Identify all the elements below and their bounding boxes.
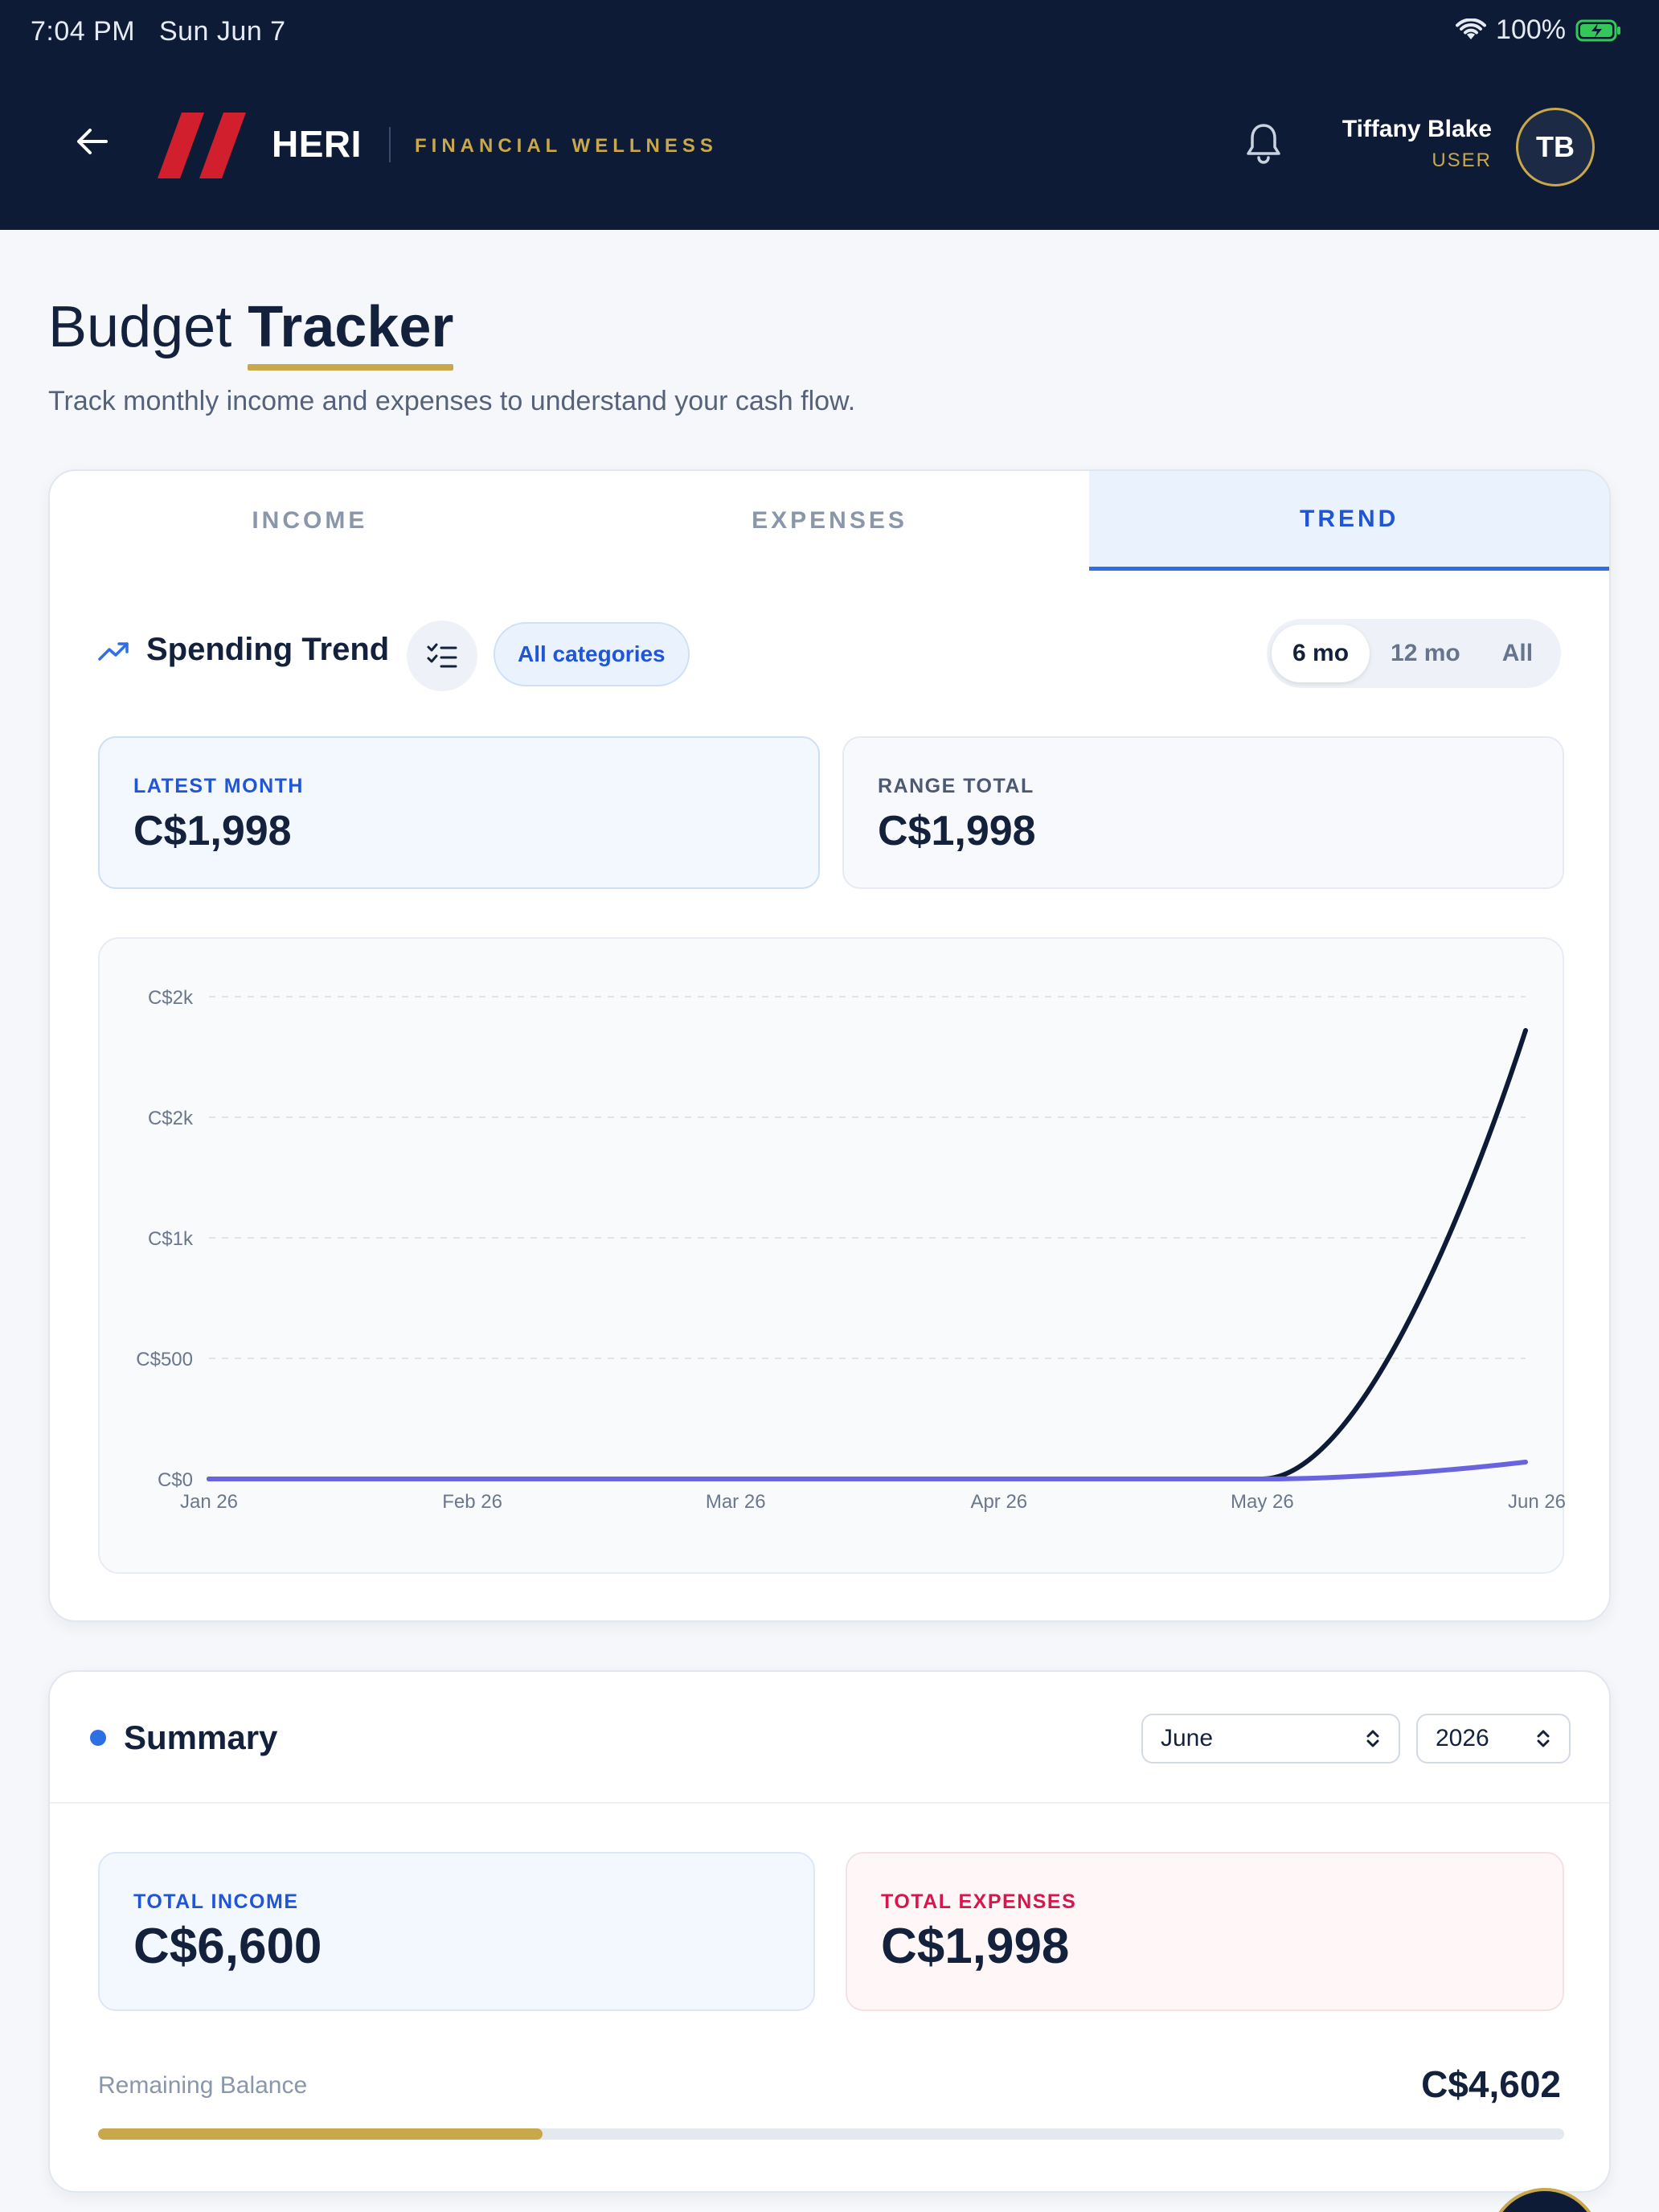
summary-divider xyxy=(50,1802,1609,1804)
status-indicators: 100% xyxy=(1456,14,1622,46)
y-tick-label: C$0 xyxy=(158,1469,193,1491)
page-title-strong: Tracker xyxy=(248,295,454,359)
wifi-icon xyxy=(1456,18,1487,43)
total-expenses-label: TOTAL EXPENSES xyxy=(881,1890,1077,1913)
x-tick-label: May 26 xyxy=(1231,1491,1294,1513)
series-line-1 xyxy=(207,1460,1528,1481)
y-tick-label: C$1k xyxy=(148,1228,194,1250)
status-time: 7:04 PM Sun Jun 7 xyxy=(31,16,286,47)
page-title: Budget Tracker xyxy=(48,294,453,360)
x-tick-label: Jun 26 xyxy=(1508,1491,1566,1513)
range-12mo[interactable]: 12 mo xyxy=(1391,640,1460,666)
x-tick-label: Jan 26 xyxy=(180,1491,238,1513)
remaining-balance-value: C$4,602 xyxy=(1421,2063,1561,2105)
balance-progress-track xyxy=(98,2128,1564,2140)
latest-month-label: LATEST MONTH xyxy=(133,775,304,797)
bell-icon[interactable] xyxy=(1243,121,1284,166)
heri-logo-icon xyxy=(158,113,246,178)
checklist-icon xyxy=(427,643,457,668)
range-selector: 6 mo 12 mo All xyxy=(1267,619,1561,688)
total-income-stat: TOTAL INCOME C$6,600 xyxy=(98,1852,815,2011)
brand-name: HERI xyxy=(272,123,362,165)
summary-card: Summary June 2026 TOTAL INCOME C$6,600 T… xyxy=(48,1670,1611,2193)
category-filter-button[interactable] xyxy=(407,621,477,691)
spending-trend-title: Spending Trend xyxy=(146,632,390,667)
trend-chart: C$2k C$2k C$1k C$500 C$0 Jan 26 Feb 26 Mar 26 Ap… xyxy=(98,937,1566,1574)
balance-progress-fill xyxy=(98,2128,543,2140)
total-income-value: C$6,600 xyxy=(133,1919,322,1974)
latest-month-value: C$1,998 xyxy=(133,808,292,854)
year-select[interactable]: 2026 xyxy=(1416,1714,1571,1763)
app-header: 7:04 PM Sun Jun 7 100% HERI FINANCIAL WE… xyxy=(0,0,1659,230)
total-expenses-value: C$1,998 xyxy=(881,1919,1070,1974)
series-line-0 xyxy=(207,1028,1528,1481)
tab-expenses[interactable]: EXPENSES xyxy=(752,507,907,534)
chevron-up-down-icon xyxy=(1537,1730,1550,1747)
brand-subtitle: FINANCIAL WELLNESS xyxy=(415,135,718,157)
range-all[interactable]: All xyxy=(1501,640,1534,666)
x-tick-label: Apr 26 xyxy=(970,1491,1027,1513)
y-tick-label: C$2k xyxy=(148,1108,194,1129)
page-subtitle: Track monthly income and expenses to und… xyxy=(48,386,856,416)
range-total-value: C$1,998 xyxy=(878,808,1036,854)
month-select-value: June xyxy=(1161,1725,1214,1751)
summary-title: Summary xyxy=(124,1718,278,1756)
trend-card: INCOME EXPENSES TREND Spending Trend All… xyxy=(48,469,1611,1622)
back-button[interactable] xyxy=(71,121,113,162)
x-tick-label: Feb 26 xyxy=(442,1491,502,1513)
status-clock: 7:04 PM xyxy=(31,16,136,47)
y-tick-label: C$2k xyxy=(148,987,194,1009)
summary-dot xyxy=(90,1730,106,1746)
tab-trend[interactable]: TREND xyxy=(1089,471,1609,571)
trending-up-icon xyxy=(98,642,129,661)
user-avatar[interactable]: TB xyxy=(1516,108,1595,186)
arrow-left-icon xyxy=(77,129,108,154)
chevron-up-down-icon xyxy=(1366,1730,1379,1747)
battery-icon xyxy=(1575,18,1622,43)
status-date: Sun Jun 7 xyxy=(158,16,286,47)
year-select-value: 2026 xyxy=(1436,1725,1489,1751)
x-tick-label: Mar 26 xyxy=(706,1491,766,1513)
tab-income[interactable]: INCOME xyxy=(252,507,368,534)
user-role: USER xyxy=(1432,150,1492,171)
range-6mo[interactable]: 6 mo xyxy=(1272,625,1370,682)
total-income-label: TOTAL INCOME xyxy=(133,1890,299,1913)
remaining-balance-label: Remaining Balance xyxy=(98,2072,308,2099)
month-select[interactable]: June xyxy=(1141,1714,1400,1763)
range-total-label: RANGE TOTAL xyxy=(878,775,1034,797)
tab-bar: INCOME EXPENSES TREND xyxy=(50,471,1609,571)
y-tick-label: C$500 xyxy=(136,1349,193,1370)
all-categories-chip[interactable]: All categories xyxy=(494,622,690,686)
brand-divider xyxy=(389,127,391,162)
total-expenses-stat: TOTAL EXPENSES C$1,998 xyxy=(846,1852,1564,2011)
latest-month-stat: LATEST MONTH C$1,998 xyxy=(98,736,820,889)
range-total-stat: RANGE TOTAL C$1,998 xyxy=(842,736,1564,889)
user-name: Tiffany Blake xyxy=(1342,116,1492,142)
battery-level: 100% xyxy=(1496,14,1566,45)
page-title-light: Budget xyxy=(48,295,232,359)
